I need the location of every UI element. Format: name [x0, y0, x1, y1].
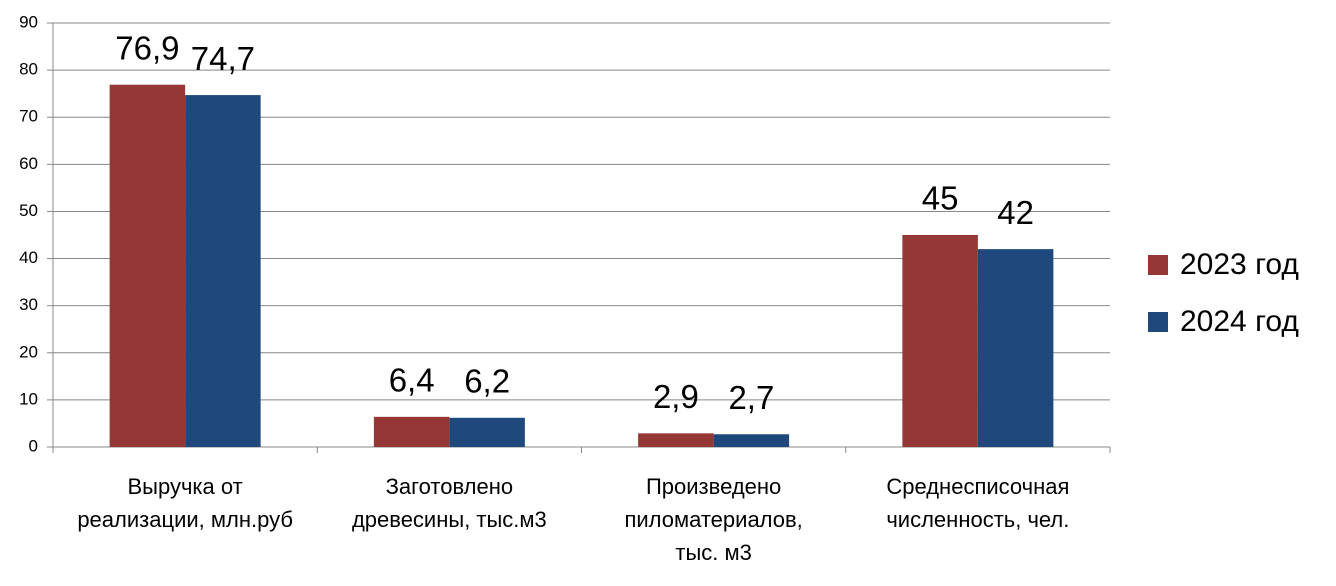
x-tick-label: Заготовлено [386, 474, 514, 499]
legend-label: 2023 год [1180, 248, 1299, 281]
value-label: 76,9 [115, 29, 179, 66]
bar [902, 235, 978, 447]
bar [109, 84, 186, 448]
bar [713, 434, 790, 447]
y-tick-label: 70 [19, 107, 38, 126]
y-tick-label: 80 [19, 60, 38, 79]
x-tick-label: Произведено [646, 474, 781, 499]
value-label: 45 [922, 180, 959, 217]
legend-label: 2024 год [1180, 305, 1299, 338]
y-tick-label: 20 [19, 342, 38, 361]
y-tick-label: 10 [19, 389, 38, 408]
x-tick-label: реализации, млн.руб [77, 507, 293, 532]
x-tick-label: пиломатериалов, [624, 507, 802, 532]
bar [185, 95, 261, 447]
value-label: 74,7 [191, 40, 255, 77]
x-tick-label: тыс. м3 [675, 540, 751, 565]
y-tick-label: 90 [19, 12, 38, 31]
value-label: 2,7 [728, 379, 774, 416]
x-tick-label: древесины, тыс.м3 [352, 507, 547, 532]
value-label: 2,9 [653, 378, 699, 415]
bar [638, 433, 714, 447]
legend-swatch [1148, 312, 1168, 332]
y-tick-label: 40 [19, 248, 38, 267]
y-tick-label: 60 [19, 154, 38, 173]
bar [373, 416, 450, 447]
value-label: 6,2 [464, 363, 510, 400]
bar [977, 249, 1054, 447]
x-tick-label: Выручка от [128, 474, 243, 499]
y-tick-label: 0 [29, 436, 38, 455]
x-tick-label: Среднесписочная [886, 474, 1069, 499]
value-label: 42 [997, 194, 1034, 231]
y-tick-label: 30 [19, 295, 38, 314]
x-tick-label: численность, чел. [886, 507, 1069, 532]
bar [449, 417, 525, 447]
value-label: 6,4 [389, 362, 435, 399]
y-tick-label: 50 [19, 201, 38, 220]
legend-swatch [1148, 255, 1168, 275]
